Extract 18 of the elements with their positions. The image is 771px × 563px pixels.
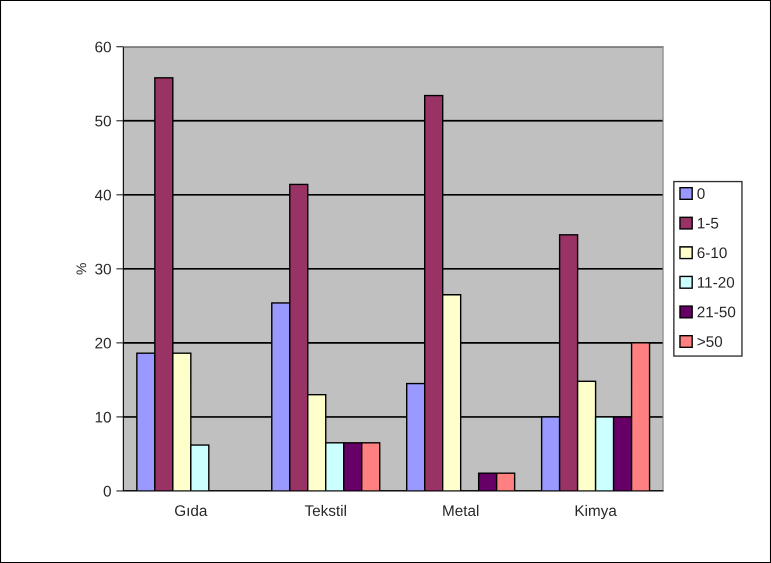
y-tick-label: 60 (95, 42, 111, 52)
x-tick-label: Metal (443, 504, 478, 516)
x-tick-label: Tekstil (304, 504, 346, 516)
y-tick-label: 10 (96, 412, 111, 423)
y-tick-label: 40 (94, 190, 111, 200)
legend-label: 11-20 (698, 276, 734, 288)
legend-label: 6-10 (698, 247, 727, 258)
legend-label: >50 (698, 336, 722, 347)
y-tick-label: 30 (95, 264, 111, 275)
x-tick-label: Gıda (175, 504, 208, 516)
x-tick-label: Kimya (576, 504, 617, 520)
legend-label: 21-50 (698, 306, 736, 318)
y-tick-label: 50 (95, 116, 111, 126)
legend-label: 1-5 (698, 218, 718, 229)
y-axis-title: % (76, 263, 86, 275)
y-tick-label: 20 (95, 338, 111, 349)
y-tick-label: 0 (104, 486, 111, 497)
legend-label: 0 (697, 188, 705, 199)
